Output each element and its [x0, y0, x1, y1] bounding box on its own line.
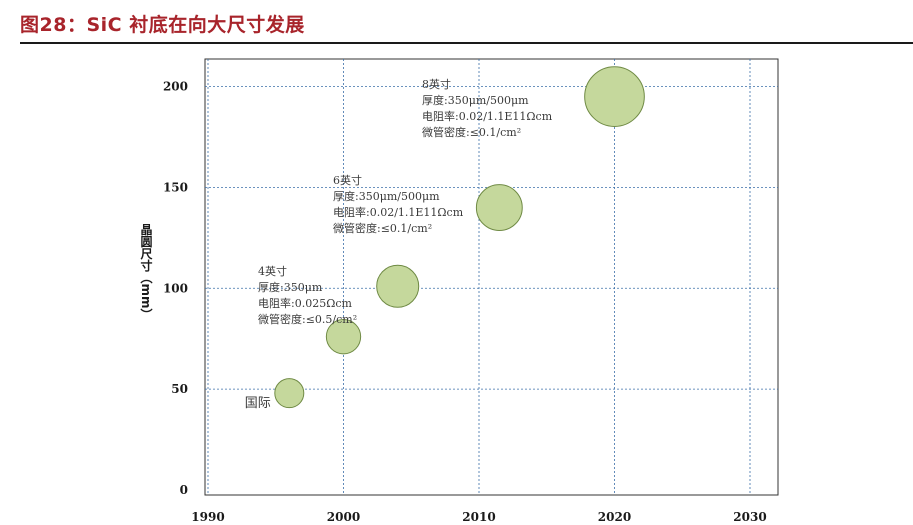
annotation-line: 厚度:350μm/500μm	[422, 93, 529, 107]
annotation-line: 电阻率:0.02/1.1E11Ωcm	[333, 205, 464, 219]
y-tick-labels: 0 50 100 150 200	[163, 80, 188, 497]
bubble-label: 国际	[245, 396, 271, 411]
y-tick-label: 100	[163, 281, 188, 295]
annotation-line: 微管密度:≤0.1/cm²	[333, 221, 432, 235]
bubble	[584, 66, 645, 127]
annotation-line: 8英寸	[422, 77, 451, 91]
title-rule	[20, 42, 913, 44]
grid	[205, 59, 778, 495]
annotation-line: 厚度:350μm	[258, 280, 323, 294]
title-bar: 图28：SiC 衬底在向大尺寸发展	[20, 6, 913, 44]
bubble	[475, 184, 523, 231]
bubble	[376, 264, 420, 308]
figure-title: 图28：SiC 衬底在向大尺寸发展	[20, 14, 305, 36]
annotations: 4英寸厚度:350μm电阻率:0.025Ωcm微管密度:≤0.5/cm²6英寸厚…	[258, 77, 553, 326]
x-tick-label: 2000	[327, 510, 360, 524]
bubble	[274, 378, 305, 409]
annotation-line: 电阻率:0.025Ωcm	[258, 296, 352, 310]
annotation-line: 厚度:350μm/500μm	[333, 189, 440, 203]
x-tick-label: 2010	[462, 510, 495, 524]
x-tick-label: 1990	[191, 510, 224, 524]
bubble	[325, 319, 362, 355]
y-tick-label: 200	[163, 80, 188, 94]
x-tick-label: 2030	[733, 510, 766, 524]
y-tick-label: 150	[163, 180, 188, 194]
annotation-line: 微管密度:≤0.5/cm²	[258, 312, 357, 326]
annotation-line: 微管密度:≤0.1/cm²	[422, 125, 521, 139]
y-axis-label: 晶圆尺寸（mm）	[139, 222, 153, 320]
y-tick-label: 0	[180, 483, 188, 497]
annotation-line: 电阻率:0.02/1.1E11Ωcm	[422, 109, 553, 123]
annotation-line: 4英寸	[258, 264, 287, 278]
annotation-line: 6英寸	[333, 173, 362, 187]
x-tick-labels: 1990 2000 2010 2020 2030	[191, 510, 766, 524]
x-tick-label: 2020	[598, 510, 631, 524]
bubbles: 国际	[245, 66, 645, 411]
y-tick-label: 50	[171, 382, 188, 396]
plot-area	[204, 58, 779, 496]
